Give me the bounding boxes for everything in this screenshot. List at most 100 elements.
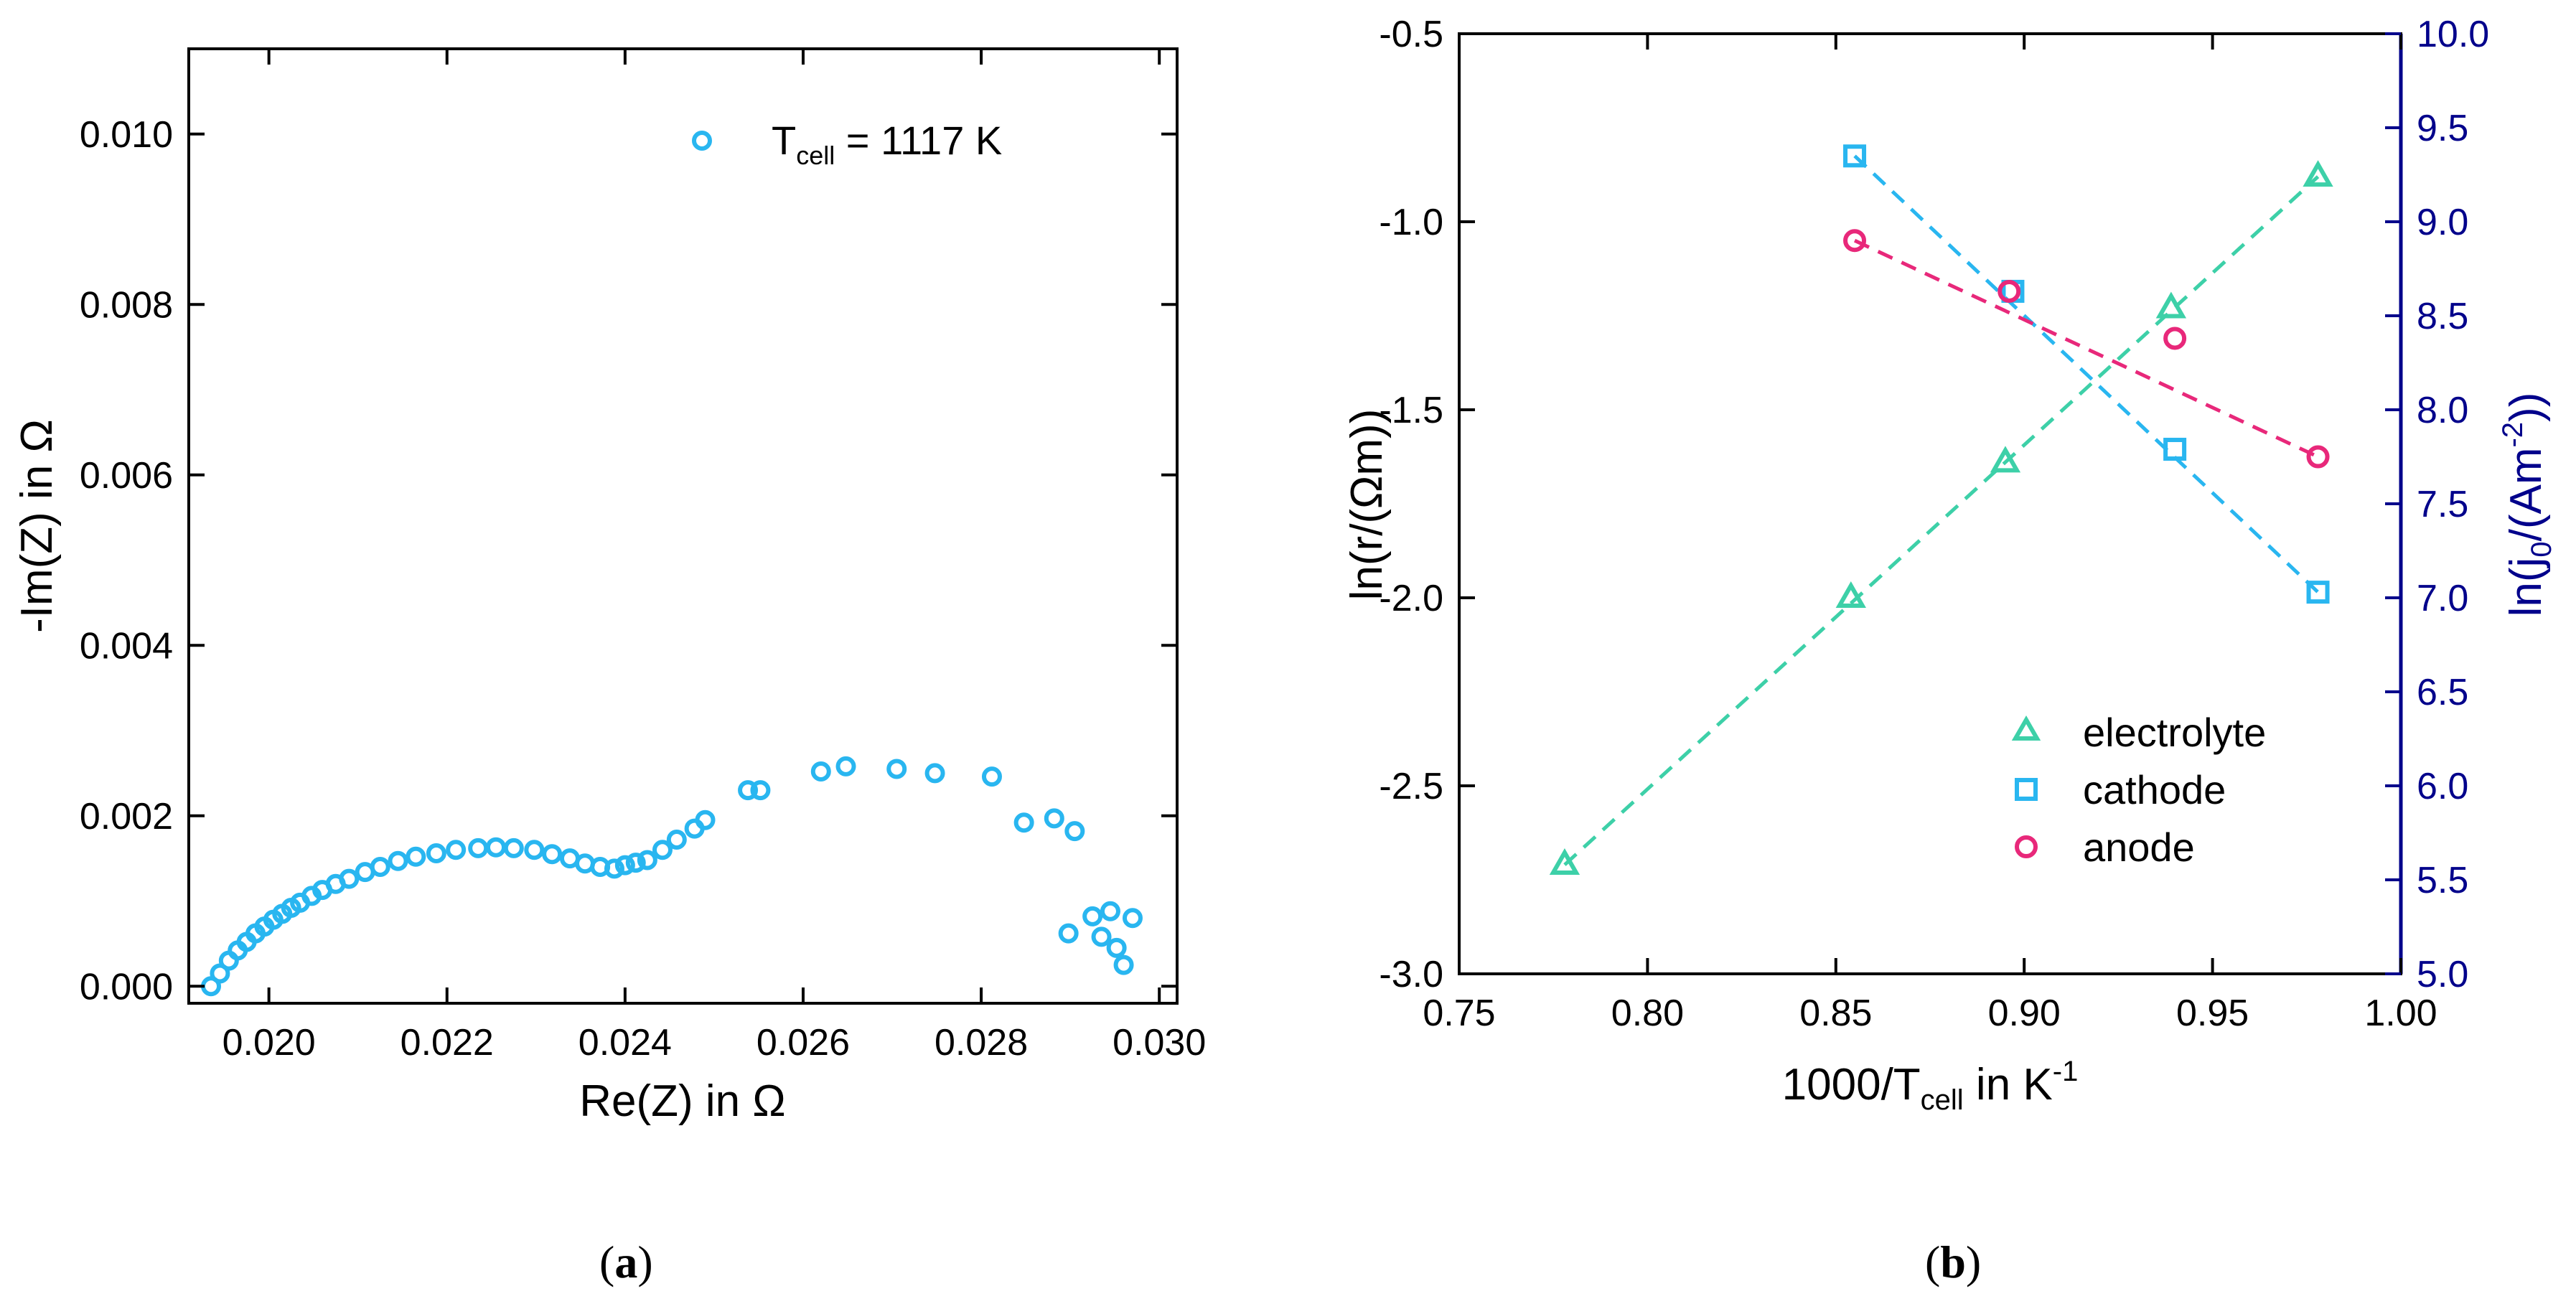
panel-b-x-tick-label: 0.75 (1423, 992, 1495, 1034)
panel-b-legend-cathode-marker (2015, 778, 2038, 801)
panel-b-left-y-ticks: -3.0 -2.5 -2.0 -1.5 -1.0 -0.5 (1379, 14, 1475, 995)
panel-a-data-point (981, 766, 1002, 787)
panel-a-x-tick-label: 0.030 (1113, 1022, 1206, 1064)
panel-b-left-y-axis-label: ln(r/(Ωm)) (1342, 409, 1392, 601)
panel-b-right-y-tick-label: 6.5 (2417, 672, 2468, 713)
panel-a-data-point (485, 837, 506, 858)
panel-a-data-point (406, 846, 426, 867)
panel-b-point-electrolyte (1835, 581, 1866, 608)
panel-a-x-tick-label: 0.020 (223, 1022, 316, 1064)
panel-a-y-tick-label: 0.004 (80, 625, 173, 667)
panel-a-data-point (1122, 908, 1143, 929)
panel-b-fit-line-cathode (1853, 154, 2320, 593)
panel-b-label-letter: b (1940, 1236, 1966, 1287)
panel-a-data-point (1013, 812, 1034, 833)
panel-b-point-electrolyte (1549, 848, 1580, 876)
panel-a-data-points (201, 756, 1143, 997)
panel-a-data-point (750, 780, 771, 801)
panel-b-right-y-tick-label: 7.5 (2417, 484, 2468, 525)
panel-b-point-anode (1843, 229, 1867, 253)
panel-b-right-y-tick-label: 8.0 (2417, 390, 2468, 431)
panel-b-right-y-tick-label: 6.0 (2417, 766, 2468, 807)
panel-b-legend-electrolyte-marker (2011, 715, 2041, 741)
panel-a-data-point (426, 843, 446, 863)
panel-a-data-point (1100, 901, 1120, 921)
panel-a-legend-t: T (772, 118, 796, 163)
panel-b-x-tick-label: 0.90 (1988, 992, 2061, 1034)
panel-a-y-ticks: 0.000 0.002 0.004 0.006 0.008 0.010 (80, 114, 1177, 1008)
panel-b-fit-lines (1563, 154, 2320, 866)
panel-a-x-tick-label: 0.028 (935, 1022, 1028, 1064)
panel-b-legend-anode-marker (2015, 835, 2038, 858)
panel-a-y-axis-label: -Im(Z) in Ω (12, 419, 62, 633)
panel-b-left-y-tick-label: -1.5 (1379, 390, 1443, 431)
panel-b-x-tick-label: 0.95 (2176, 992, 2249, 1034)
panel-a-y-tick-label: 0.002 (80, 796, 173, 837)
panel-a-data-point (1082, 906, 1103, 926)
panel-a-label-letter: a (614, 1236, 637, 1287)
panel-a-y-tick-label: 0.008 (80, 284, 173, 326)
panel-b-point-anode (2306, 445, 2330, 469)
panel-a-data-point (1044, 808, 1064, 829)
panel-a-label-open: ( (599, 1236, 614, 1287)
panel-a-data-point (1113, 954, 1134, 975)
panel-a-data-point (446, 840, 467, 860)
panel-a-data-point (524, 840, 545, 860)
panel-a-legend-value: = 1117 K (835, 118, 1002, 163)
panel-a-data-point (370, 857, 390, 877)
panel-a-data-point (604, 858, 624, 879)
panel-b-fit-line-electrolyte (1563, 175, 2320, 866)
panel-a-label-close: ) (637, 1236, 652, 1287)
panel-b-right-y-tick-label: 9.0 (2417, 202, 2468, 243)
panel-a-data-point (695, 809, 716, 830)
panel-a-data-point (614, 855, 635, 876)
panel-b-legend-electrolyte-label: electrolyte (2083, 710, 2266, 755)
panel-a-data-point (503, 837, 524, 858)
panel-a-y-tick-label: 0.000 (80, 966, 173, 1008)
panel-b-x-tick-label: 0.80 (1611, 992, 1684, 1034)
panel-a-x-tick-label: 0.024 (579, 1022, 672, 1064)
panel-b-point-cathode (2163, 438, 2187, 461)
panel-b-point-anode (1997, 279, 2021, 303)
panel-a-legend-label: Tcell = 1117 K (772, 118, 1002, 170)
panel-b-data-points (1549, 144, 2333, 876)
panel-a-data-point (210, 963, 230, 984)
panel-a-data-point (339, 868, 360, 889)
panel-a-x-ticks: 0.020 0.022 0.024 0.026 0.028 0.030 (223, 49, 1206, 1064)
panel-b-x-axis-label: 1000/Tcell in K-1 (1782, 1056, 2079, 1116)
panel-b-left-y-tick-label: -2.5 (1379, 766, 1443, 807)
panel-a-plot-frame (187, 47, 1179, 1005)
panel-a-label: (a) (599, 1236, 653, 1287)
panel-b-x-tick-label: 0.85 (1799, 992, 1872, 1034)
panel-b-legend-anode-label: anode (2083, 825, 2195, 870)
panel-b-plot-frame (1458, 32, 2402, 975)
panel-b-rylabel-mid: /(Am (2501, 448, 2551, 542)
panel-b-legend: electrolyte cathode anode (2011, 710, 2266, 870)
panel-b-right-y-tick-label: 7.0 (2417, 578, 2468, 619)
panel-b-rylabel-sub: 0 (2526, 541, 2557, 557)
panel-a-data-point (924, 763, 945, 784)
panel-a-data-point (666, 830, 687, 850)
panel-a-y-tick-label: 0.006 (80, 455, 173, 497)
panel-b-right-y-axis-label: ln(j0/(Am-2)) (2497, 393, 2557, 617)
panel-b-legend-cathode-label: cathode (2083, 767, 2226, 812)
panel-a-data-point (886, 759, 907, 779)
panel-b-rylabel-end: )) (2501, 393, 2551, 422)
panel-a-x-tick-label: 0.026 (757, 1022, 850, 1064)
panel-b-left-y-tick-label: -2.0 (1379, 578, 1443, 619)
panel-a-data-point (468, 837, 489, 858)
panel-b-x-tick-label: 1.00 (2364, 992, 2437, 1034)
panel-b-x-ticks: 0.75 0.80 0.85 0.90 0.95 1.00 (1423, 34, 2437, 1034)
panel-b-point-electrolyte (1990, 446, 2021, 473)
panel-b-rylabel-sup: -2 (2497, 422, 2529, 448)
panel-a-data-point (1091, 926, 1112, 947)
panel-b-right-y-tick-label: 5.0 (2417, 954, 2468, 995)
panel-a-data-point (625, 853, 646, 873)
panel-b-point-electrolyte (2155, 291, 2187, 319)
panel-b-left-y-tick-label: -0.5 (1379, 14, 1443, 55)
panel-a-x-axis-label: Re(Z) in Ω (579, 1076, 785, 1126)
panel-b-right-y-tick-label: 9.5 (2417, 108, 2468, 149)
panel-b-xlabel-rest: in K (1964, 1060, 2053, 1109)
panel-a-legend-sub: cell (796, 141, 835, 170)
